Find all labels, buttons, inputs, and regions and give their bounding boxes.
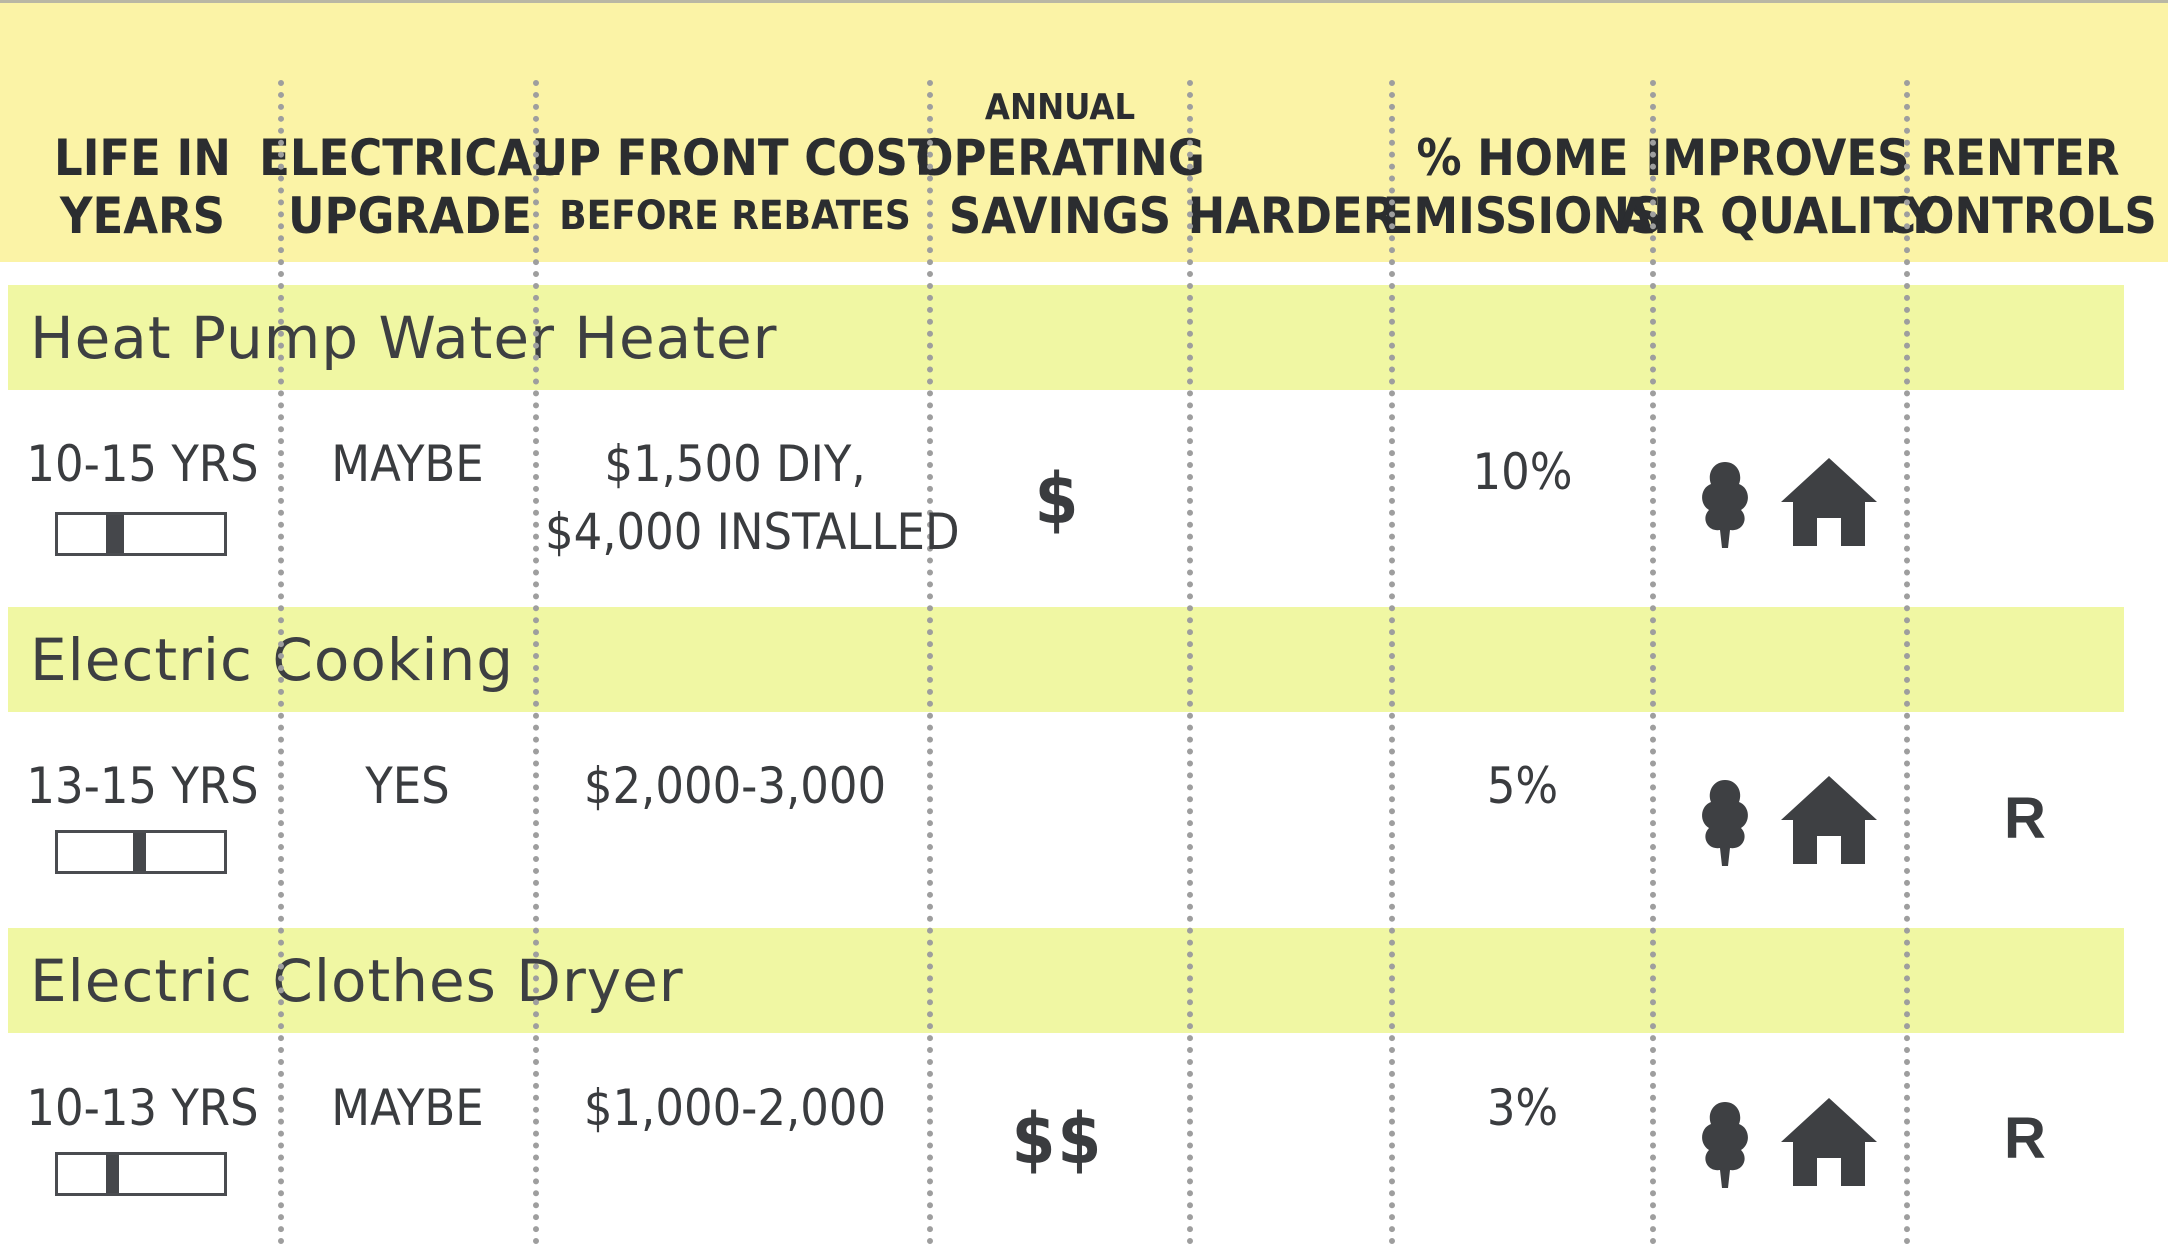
header-emissions-line-1: % HOME	[1416, 129, 1629, 187]
header-upfront-sub: BEFORE REBATES	[559, 193, 911, 239]
column-divider	[1904, 80, 1910, 1245]
tree-icon	[1697, 776, 1753, 870]
house-icon	[1779, 456, 1879, 552]
upfront-line-1: $1,500 DIY,	[604, 435, 866, 493]
header-renter-line-2: CONTROLS	[1883, 187, 2157, 245]
header-emissions-line-2: EMISSIONS	[1382, 187, 1663, 245]
section-band: Heat Pump Water Heater	[8, 285, 2124, 390]
upfront-cost-value: $1,000-2,000	[545, 1074, 925, 1142]
upfront-line-2: $4,000 INSTALLED	[545, 503, 960, 561]
life-value: 10-15 YRS	[26, 435, 259, 493]
air-quality-icons	[1697, 1096, 1879, 1192]
house-icon	[1779, 1096, 1879, 1192]
life-value: 10-13 YRS	[26, 1079, 259, 1137]
header-annual-operating-savings: ANNUAL OPERATING SAVINGS	[915, 70, 1204, 245]
table-header	[0, 0, 2168, 262]
emissions-value: 10%	[1472, 443, 1573, 501]
upfront-cost-value: $1,500 DIY, $4,000 INSTALLED	[545, 430, 960, 566]
house-icon	[1779, 774, 1879, 870]
emissions-value: 3%	[1486, 1079, 1559, 1137]
section-title: Heat Pump Water Heater	[30, 303, 778, 372]
upfront-line-1: $2,000-3,000	[583, 757, 887, 815]
header-renter-controls: RENTER CONTROLS	[1883, 70, 2157, 245]
header-life-line-1: LIFE IN	[54, 129, 231, 187]
header-electrical-line-2: UPGRADE	[288, 187, 532, 245]
header-air-line-2: AIR QUALITY	[1618, 187, 1937, 245]
header-electrical-upgrade: ELECTRICAL UPGRADE	[259, 70, 561, 245]
header-renter-line-1: RENTER	[1920, 129, 2120, 187]
column-divider	[1389, 80, 1395, 1245]
life-value: 13-15 YRS	[26, 757, 259, 815]
savings-value: $	[1034, 458, 1081, 540]
section-title: Electric Cooking	[30, 625, 515, 694]
section-title: Electric Clothes Dryer	[30, 946, 684, 1015]
life-meter-fill	[132, 833, 146, 871]
header-improves-air-quality: IMPROVES AIR QUALITY	[1618, 70, 1937, 245]
emissions-value: 5%	[1486, 757, 1559, 815]
header-percent-home-emissions: % HOME EMISSIONS	[1383, 70, 1663, 245]
life-meter	[55, 830, 227, 874]
tree-icon	[1697, 1098, 1753, 1192]
section-band: Electric Cooking	[8, 607, 2124, 712]
column-divider	[1187, 80, 1193, 1245]
electrical-value: MAYBE	[331, 1079, 484, 1137]
header-air-line-1: IMPROVES	[1645, 129, 1910, 187]
life-meter-fill	[106, 1155, 120, 1193]
header-savings-line-1: OPERATING	[915, 129, 1205, 187]
renter-controls-value: R	[2004, 1106, 2046, 1171]
header-harder-line-1: HARDER	[1187, 187, 1398, 245]
life-meter	[55, 1152, 227, 1196]
savings-value: $$	[1011, 1098, 1104, 1180]
header-electrical-line-1: ELECTRICAL	[259, 129, 561, 187]
header-harder: HARDER	[1188, 70, 1398, 245]
electrical-value: MAYBE	[331, 435, 484, 493]
upfront-line-1: $1,000-2,000	[583, 1079, 887, 1137]
column-divider	[278, 80, 284, 1245]
header-life-line-2: YEARS	[59, 187, 226, 245]
air-quality-icons	[1697, 774, 1879, 870]
header-life-in-years: LIFE IN YEARS	[20, 70, 265, 245]
air-quality-icons	[1697, 456, 1879, 552]
header-savings-line-2: SAVINGS	[948, 187, 1172, 245]
renter-controls-value: R	[2004, 786, 2046, 851]
header-upfront-main: UP FRONT COST	[531, 129, 939, 187]
header-up-front-cost: UP FRONT COST BEFORE REBATES	[531, 70, 938, 245]
column-divider	[927, 80, 933, 1245]
life-meter	[55, 512, 227, 556]
header-savings-top: ANNUAL	[984, 87, 1136, 128]
life-meter-fill	[106, 515, 125, 553]
upfront-cost-value: $2,000-3,000	[545, 752, 925, 820]
top-rule	[0, 0, 2168, 3]
column-divider	[1650, 80, 1656, 1245]
section-band: Electric Clothes Dryer	[8, 928, 2124, 1033]
column-divider	[533, 80, 539, 1245]
tree-icon	[1697, 458, 1753, 552]
electrical-value: YES	[365, 757, 450, 815]
